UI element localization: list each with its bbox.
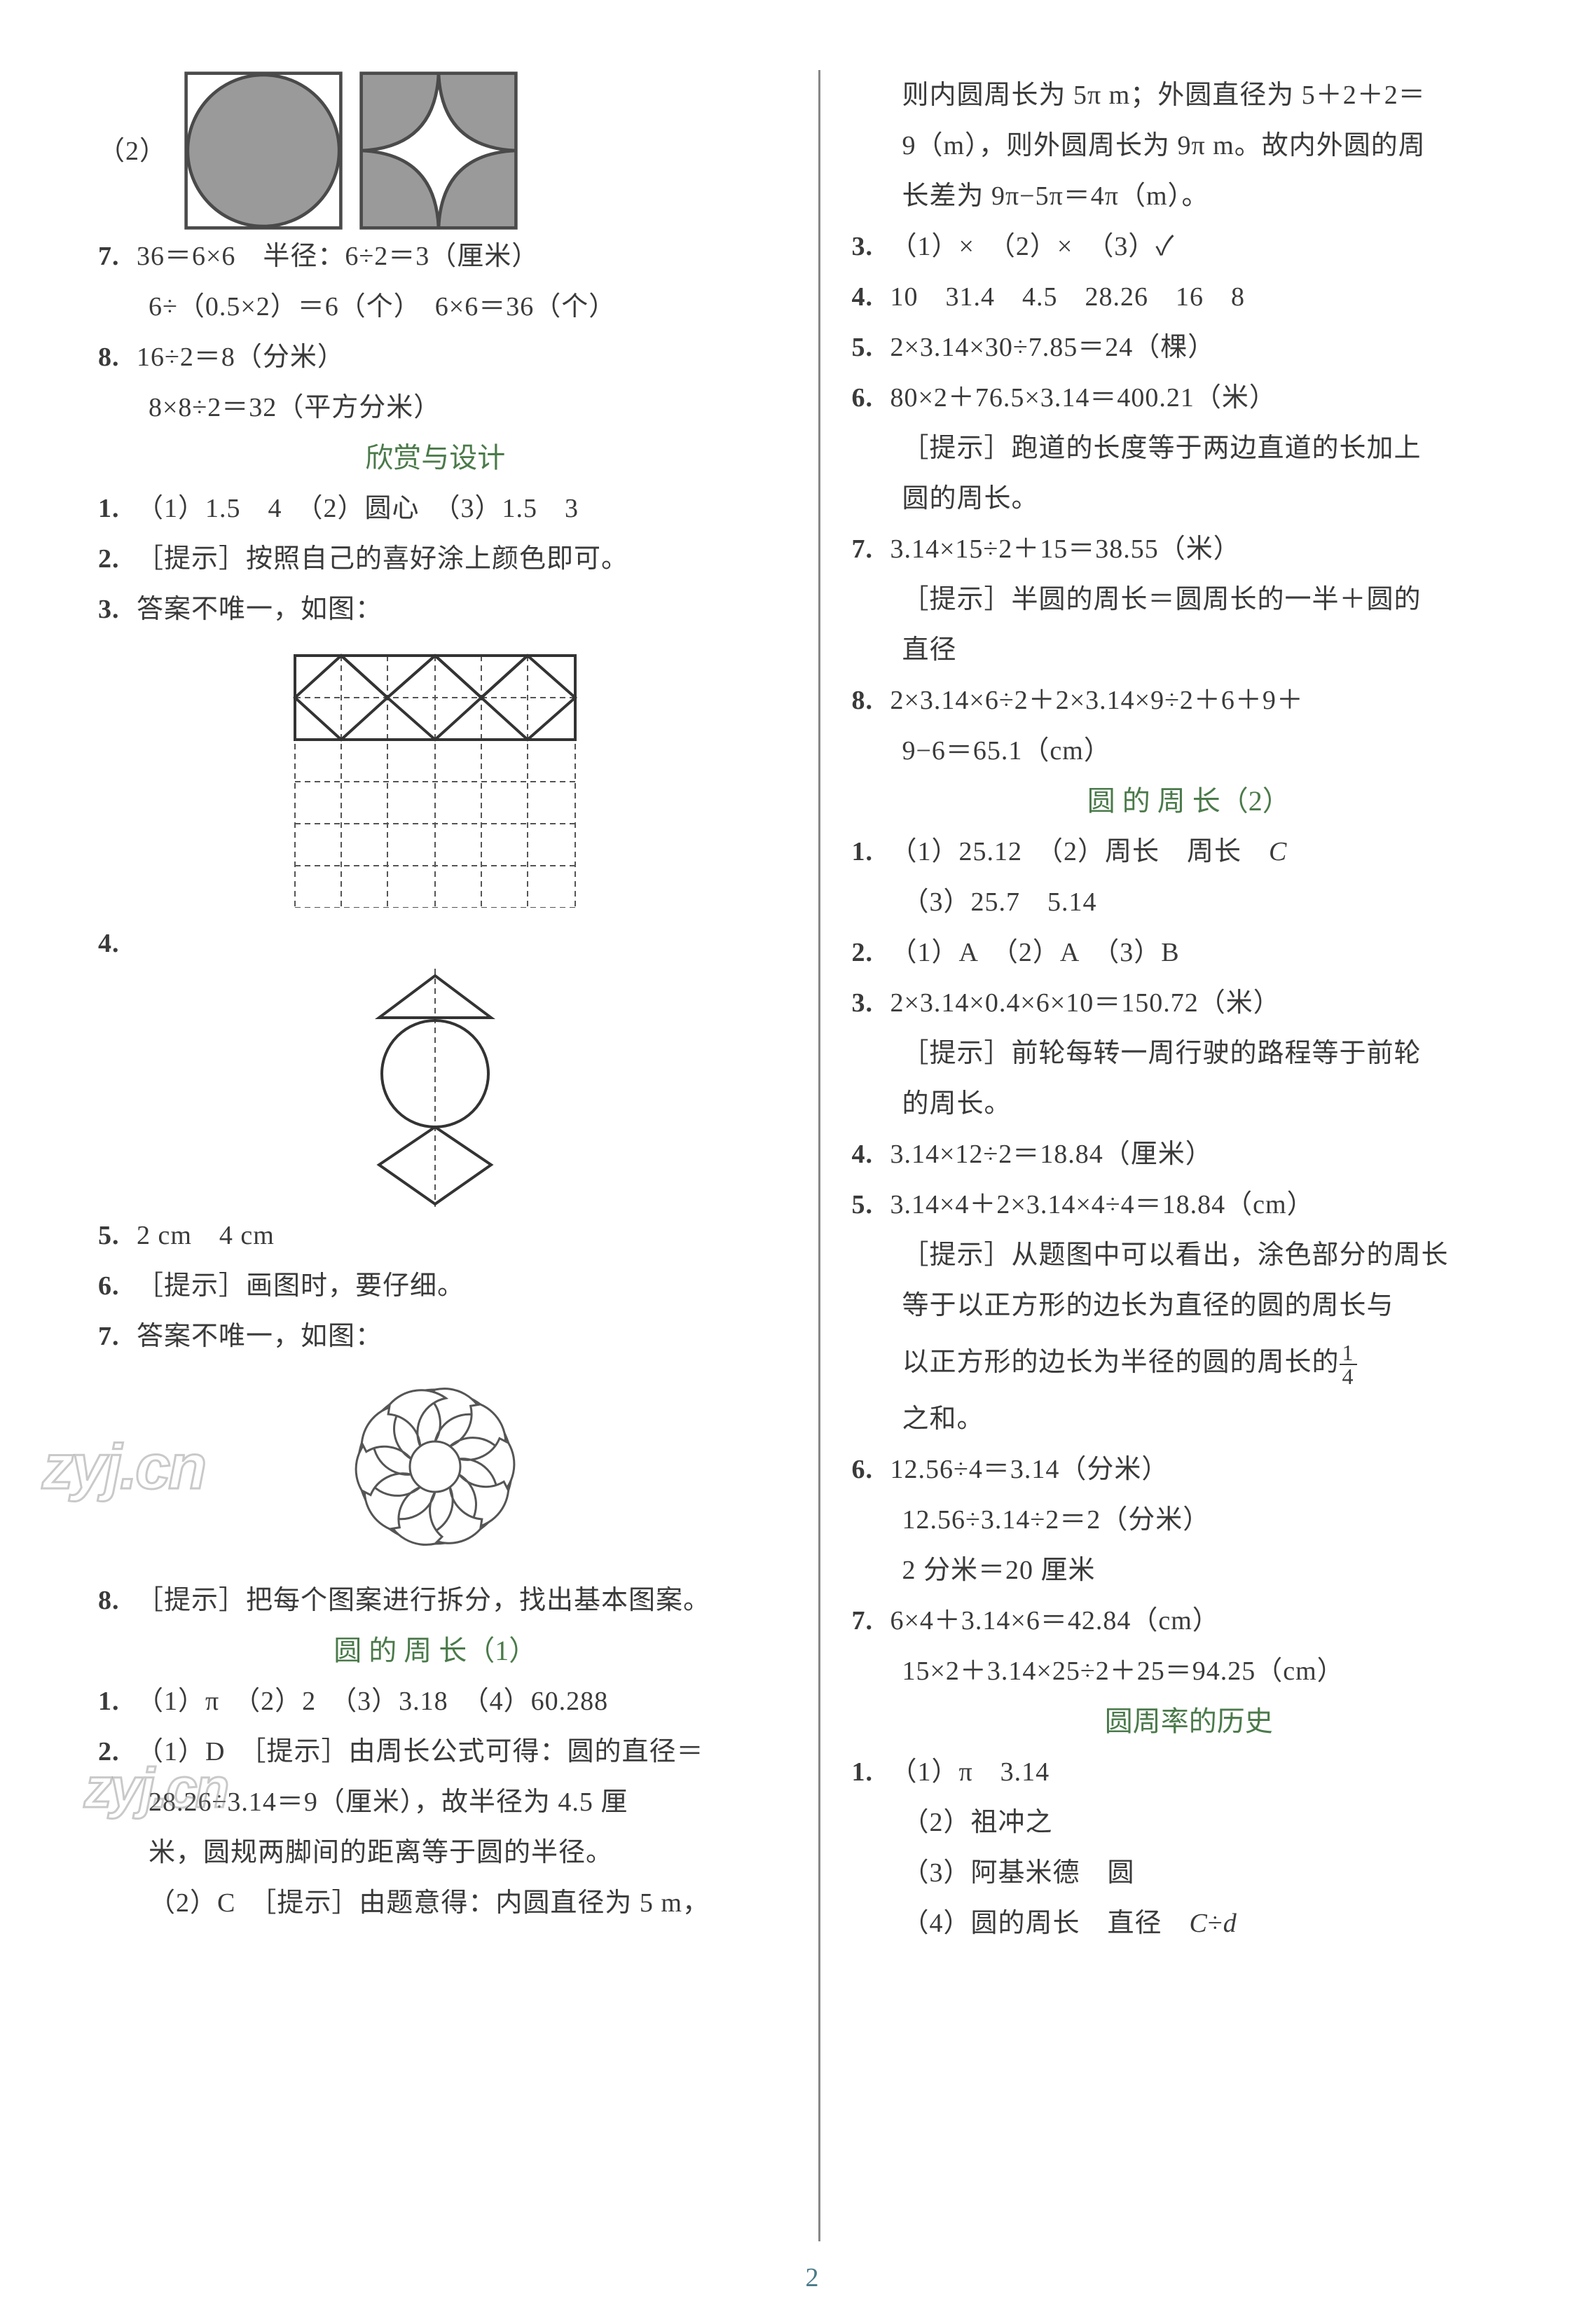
h1d: （4）圆的周长 直径 C÷d [852,1898,1527,1949]
design-4: 4. [98,918,773,969]
h1b: （2）祖冲之 [852,1797,1527,1848]
section-circle2-title: 圆 的 周 长（2） [852,776,1527,826]
right-column: 则内圆周长为 5π m；外圆直径为 5＋2＋2＝ 9（m），则外圆周长为 9π … [852,70,1527,2241]
left-column: （2） 7.36＝6×6 半径：6÷2＝3（厘米） 6÷（0.5×2）＝6（个）… [98,70,787,2241]
r5: 5.2×3.14×30÷7.85＝24（棵） [852,322,1527,373]
s5d: 以正方形的边长为半径的圆的周长的14 [852,1331,1527,1394]
s6a: 6.12.56÷4＝3.14（分米） [852,1444,1527,1495]
circle1-2b: 28.26÷3.14＝9（厘米），故半径为 4.5 厘 zyj.cn [98,1777,773,1827]
r0c: 长差为 9π−5π＝4π（m）。 [852,171,1527,221]
fraction-1-4: 14 [1340,1341,1357,1388]
r7c: 直径 [852,625,1527,675]
s3b: ［提示］前轮每转一周行驶的路程等于前轮 [852,1028,1527,1079]
item-7-line2: 6÷（0.5×2）＝6（个） 6×6＝36（个） [98,282,773,332]
r6a: 6.80×2＋76.5×3.14＝400.21（米） [852,373,1527,423]
r7a: 7.3.14×15÷2＋15＝38.55（米） [852,524,1527,574]
r0a: 则内圆周长为 5π m；外圆直径为 5＋2＋2＝ [852,70,1527,120]
s4: 4.3.14×12÷2＝18.84（厘米） [852,1129,1527,1180]
r8a: 8.2×3.14×6÷2＋2×3.14×9÷2＋6＋9＋ [852,675,1527,726]
r8b: 9−6＝65.1（cm） [852,726,1527,776]
circle1-2a: 2.（1）D ［提示］由周长公式可得：圆的直径＝ [98,1727,773,1777]
design-5: 5.2 cm 4 cm [98,1210,773,1261]
r3: 3.（1）× （2）× （3）✓ [852,221,1527,272]
design-2: 2.［提示］按照自己的喜好涂上颜色即可。 [98,534,773,584]
figure-grid-diamonds [98,635,773,918]
column-divider [818,70,820,2241]
watermark-1: zyj.cn [42,1432,205,1504]
s5c: 等于以正方形的边长为直径的圆的周长与 [852,1280,1527,1331]
s6c: 2 分米＝20 厘米 [852,1545,1527,1596]
page-number: 2 [98,2262,1526,2293]
section-design-title: 欣赏与设计 [98,433,773,483]
s7b: 15×2＋3.14×25÷2＋25＝94.25（cm） [852,1646,1527,1696]
s6b: 12.56÷3.14÷2＝2（分米） [852,1495,1527,1545]
h1c: （3）阿基米德 圆 [852,1848,1527,1898]
figure-flower: zyj.cn [98,1362,773,1575]
item-2: （2） [98,70,773,231]
s5a: 5.3.14×4＋2×3.14×4÷4＝18.84（cm） [852,1180,1527,1230]
item-8-line1: 8.16÷2＝8（分米） [98,332,773,382]
r6b: ［提示］跑道的长度等于两边直道的长加上 [852,423,1527,473]
r7b: ［提示］半圆的周长＝圆周长的一半＋圆的 [852,574,1527,625]
design-6: 6.［提示］画图时，要仔细。 [98,1261,773,1311]
design-3: 3.答案不唯一，如图： [98,584,773,635]
figure-circle-square [183,70,344,231]
section-circle1-title: 圆 的 周 长（1） [98,1626,773,1676]
r0b: 9（m），则外圆周长为 9π m。故内外圆的周 [852,120,1527,171]
s1b: （3）25.7 5.14 [852,877,1527,927]
design-8: 8.［提示］把每个图案进行拆分，找出基本图案。 [98,1575,773,1626]
s5e: 之和。 [852,1394,1527,1444]
s3c: 的周长。 [852,1079,1527,1129]
s3a: 3.2×3.14×0.4×6×10＝150.72（米） [852,978,1527,1028]
circle1-2d: （2）C ［提示］由题意得：内圆直径为 5 m， [98,1878,773,1928]
h1a: 1.（1）π 3.14 [852,1747,1527,1797]
circle1-2c: 米，圆规两脚间的距离等于圆的半径。 [98,1827,773,1878]
r6c: 圆的周长。 [852,473,1527,524]
item-7-line1: 7.36＝6×6 半径：6÷2＝3（厘米） [98,231,773,282]
design-7: 7.答案不唯一，如图： [98,1311,773,1362]
design-1: 1.（1）1.5 4 （2）圆心 （3）1.5 3 [98,483,773,534]
item-2-label: （2） [98,70,175,177]
section-history-title: 圆周率的历史 [852,1696,1527,1747]
s1a: 1.（1）25.12 （2）周长 周长 C [852,826,1527,877]
s2: 2.（1）A （2）A （3）B [852,927,1527,978]
figure-astroid [358,70,519,231]
s7a: 7.6×4＋3.14×6＝42.84（cm） [852,1596,1527,1646]
page-container: （2） 7.36＝6×6 半径：6÷2＝3（厘米） 6÷（0.5×2）＝6（个）… [98,70,1526,2241]
s5b: ［提示］从题图中可以看出，涂色部分的周长 [852,1230,1527,1280]
figure-diamond-circle [98,969,773,1210]
item-8-line2: 8×8÷2＝32（平方分米） [98,382,773,433]
circle1-1: 1.（1）π （2）2 （3）3.18 （4）60.288 [98,1676,773,1727]
r4: 4.10 31.4 4.5 28.26 16 8 [852,272,1527,322]
